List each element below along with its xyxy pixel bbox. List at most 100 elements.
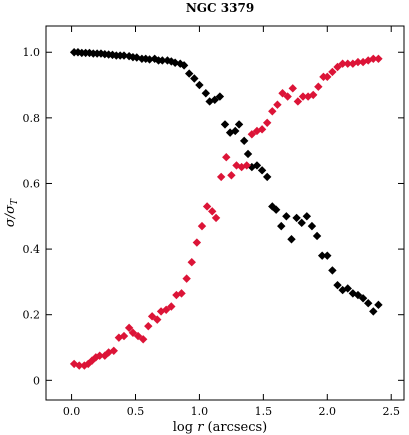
data-point [202,202,212,211]
data-point [243,149,253,159]
data-point [333,280,342,290]
series-1 [69,48,383,316]
data-point [257,125,267,134]
y-tick-label: 0.8 [23,112,41,125]
data-point [358,294,368,303]
data-point [109,346,118,355]
data-point [216,172,226,182]
x-tick-label: 2.0 [319,405,337,418]
x-tick-label: 1.5 [255,405,273,418]
data-point [187,258,196,267]
data-point [145,55,154,64]
data-point [211,213,221,223]
data-point [83,359,93,369]
data-point [197,221,207,231]
data-point [158,56,167,65]
data-point [144,321,153,331]
data-point [287,235,296,244]
data-point [262,172,272,182]
data-point [163,56,172,65]
y-axis-label: σ/σT [3,198,20,227]
data-point [201,89,211,98]
data-point [268,107,277,116]
data-point [190,74,199,83]
chart-title: NGC 3379 [186,1,254,15]
data-point [176,59,185,68]
data-series [69,48,383,370]
data-point [239,136,249,146]
data-point [343,284,352,293]
data-point [323,251,332,260]
data-point [179,61,189,70]
x-tick-label: 0.0 [63,405,81,418]
data-point [182,274,191,283]
data-point [328,67,337,77]
data-point [268,202,277,211]
data-point [222,153,231,162]
data-point [108,50,117,60]
y-tick-label: 0 [33,374,40,387]
data-point [147,312,157,321]
data-point [227,171,236,180]
series-2 [69,54,383,370]
data-point [369,54,378,64]
data-point [234,120,244,129]
data-point [195,80,204,90]
data-point [220,120,230,129]
data-point [328,266,337,275]
data-point [170,58,180,67]
data-point [119,51,129,60]
data-point [307,221,317,231]
data-point [215,92,225,101]
data-point [338,59,347,68]
data-point [271,205,281,214]
data-point [225,128,235,137]
axes: 0.0 0.5 1.0 1.5 2.0 2.5 0 0.2 0.4 0.6 0.8 1.0 [23,26,404,418]
data-point [312,231,322,241]
data-point [273,100,282,109]
plot-frame [45,25,405,401]
x-tick-label: 2.5 [382,405,400,418]
data-point [283,92,292,101]
x-axis-label: log r (arcsecs) [173,420,268,435]
data-point [138,335,148,344]
data-point [153,315,162,324]
data-point [252,161,262,170]
data-point [75,361,84,370]
data-point [374,300,383,310]
data-point [80,361,89,370]
y-tick-label: 1.0 [23,46,41,59]
data-point [277,221,286,231]
data-point [119,331,129,341]
data-point [317,251,327,260]
data-point [95,351,104,360]
data-point [293,97,303,106]
data-point [302,212,312,221]
data-point [177,289,186,298]
data-point [343,59,352,68]
data-point [314,82,323,91]
data-point [288,84,297,93]
data-point [124,323,134,333]
data-point [242,161,251,170]
data-point [292,213,301,223]
y-tick-label: 0.2 [23,309,41,322]
data-point [323,72,332,82]
data-point [192,238,202,247]
data-point [257,166,267,175]
data-point [297,218,306,228]
data-point [231,126,240,136]
data-point [298,92,308,101]
data-point [374,54,383,64]
data-point [364,299,373,308]
data-point [96,49,106,58]
data-point [353,57,363,67]
data-point [309,90,318,100]
y-tick-label: 0.6 [23,177,41,190]
data-point [282,212,291,221]
x-tick-label: 0.5 [127,405,145,418]
y-tick-label: 0.4 [23,243,41,256]
data-point [262,118,272,127]
data-point [132,53,141,62]
